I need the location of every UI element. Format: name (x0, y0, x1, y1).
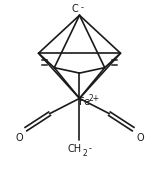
Text: 2: 2 (83, 149, 87, 158)
Text: C: C (72, 4, 79, 14)
Text: O: O (136, 133, 144, 143)
Text: -: - (81, 3, 84, 12)
Text: O: O (15, 133, 23, 143)
Text: Fe: Fe (80, 98, 91, 107)
Text: -: - (89, 144, 92, 153)
Text: 2+: 2+ (89, 94, 100, 103)
Text: CH: CH (68, 144, 82, 154)
